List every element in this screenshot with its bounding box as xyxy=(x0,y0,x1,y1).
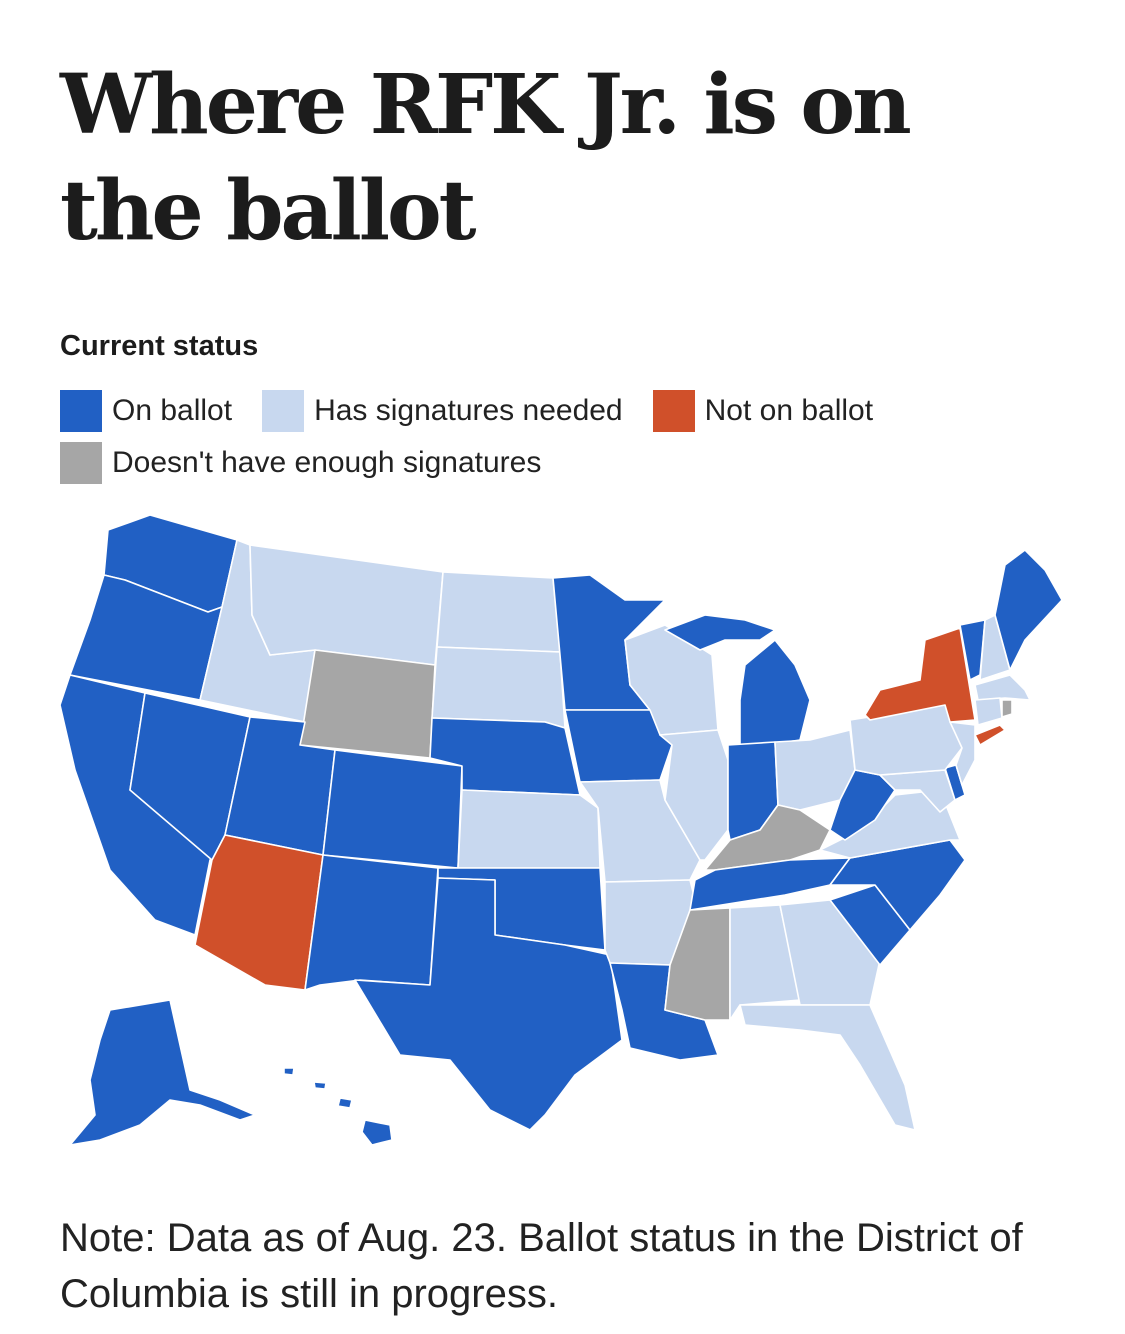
state-new-york[interactable] xyxy=(864,627,976,723)
legend-item-not-on-ballot: Not on ballot xyxy=(652,390,874,432)
state-delaware[interactable] xyxy=(944,764,966,801)
us-map xyxy=(0,500,1125,1180)
legend-label-has-signatures: Has signatures needed xyxy=(314,394,623,427)
state-new-jersey[interactable] xyxy=(949,721,976,786)
state-south-dakota[interactable] xyxy=(431,646,566,729)
state-rhode-island[interactable] xyxy=(1001,699,1013,718)
legend-swatch-not-on-ballot xyxy=(652,390,695,432)
legend-title: Current status xyxy=(60,330,259,362)
state-new-york-long-island[interactable] xyxy=(974,724,1006,746)
legend: On ballot Has signatures needed Not on b… xyxy=(60,390,1060,494)
state-michigan-lower[interactable] xyxy=(739,639,811,746)
state-georgia[interactable] xyxy=(779,899,881,1006)
state-illinois[interactable] xyxy=(659,729,729,861)
legend-row-2: Doesn't have enough signatures xyxy=(60,442,1060,484)
state-alaska[interactable] xyxy=(69,999,256,1146)
state-north-dakota[interactable] xyxy=(436,571,561,653)
state-colorado[interactable] xyxy=(322,749,463,869)
state-north-carolina[interactable] xyxy=(829,839,966,931)
state-hawaii-maui[interactable] xyxy=(337,1097,353,1109)
legend-label-not-on-ballot: Not on ballot xyxy=(704,394,874,427)
chart-title: Where RFK Jr. is on the ballot xyxy=(60,57,912,259)
state-florida[interactable] xyxy=(739,1004,916,1131)
legend-swatch-on-ballot xyxy=(60,390,102,432)
state-kansas[interactable] xyxy=(457,789,601,869)
legend-item-on-ballot: On ballot xyxy=(60,390,232,432)
state-wyoming[interactable] xyxy=(299,649,436,759)
state-alabama[interactable] xyxy=(729,904,801,1021)
legend-item-has-signatures: Has signatures needed xyxy=(262,390,623,432)
state-hawaii[interactable] xyxy=(361,1119,393,1146)
state-new-mexico[interactable] xyxy=(304,854,439,991)
state-michigan-upper[interactable] xyxy=(664,614,776,651)
legend-swatch-not-enough-signatures xyxy=(60,442,102,484)
legend-row-1: On ballot Has signatures needed Not on b… xyxy=(60,390,1060,432)
state-connecticut[interactable] xyxy=(974,697,1003,726)
legend-label-not-enough-signatures: Doesn't have enough signatures xyxy=(112,446,542,479)
state-hawaii-kauai[interactable] xyxy=(283,1067,295,1076)
legend-label-on-ballot: On ballot xyxy=(112,394,233,427)
state-iowa[interactable] xyxy=(564,709,673,783)
state-arizona[interactable] xyxy=(194,834,324,991)
state-maine[interactable] xyxy=(994,549,1063,671)
state-missouri[interactable] xyxy=(579,779,701,883)
legend-swatch-has-signatures xyxy=(262,390,305,432)
legend-item-not-enough-signatures: Doesn't have enough signatures xyxy=(60,442,541,484)
chart-note: Note: Data as of Aug. 23. Ballot status … xyxy=(60,1216,1023,1316)
state-montana[interactable] xyxy=(249,544,444,666)
state-hawaii-oahu[interactable] xyxy=(313,1081,327,1090)
us-map-svg xyxy=(59,514,1063,1146)
state-texas[interactable] xyxy=(354,877,623,1131)
